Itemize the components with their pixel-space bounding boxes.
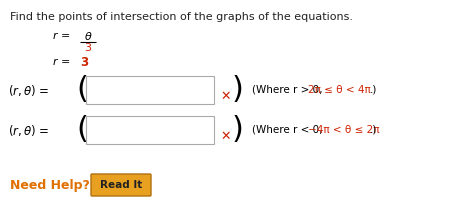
Text: $r$ =: $r$ = [52,56,70,67]
Text: ): ) [232,76,244,104]
FancyBboxPatch shape [86,76,214,104]
Text: (: ( [76,76,88,104]
Text: (Where r < 0,: (Where r < 0, [252,125,326,135]
Text: 3: 3 [80,56,88,69]
Text: (: ( [76,115,88,145]
Text: ): ) [232,115,244,145]
Text: $(r, \theta)$ =: $(r, \theta)$ = [8,123,50,137]
Text: Read It: Read It [100,180,142,190]
Text: Need Help?: Need Help? [10,180,90,192]
Text: $\theta$: $\theta$ [84,30,92,42]
Text: $r$ =: $r$ = [52,30,70,41]
Text: 2π ≤ θ < 4π: 2π ≤ θ < 4π [308,85,371,95]
Text: ✕: ✕ [220,130,230,142]
Text: Find the points of intersection of the graphs of the equations.: Find the points of intersection of the g… [10,12,353,22]
Text: $(r, \theta)$ =: $(r, \theta)$ = [8,83,50,98]
Text: (Where r > 0,: (Where r > 0, [252,85,326,95]
FancyBboxPatch shape [86,116,214,144]
FancyBboxPatch shape [91,174,151,196]
Text: .): .) [370,85,377,95]
Text: ✕: ✕ [220,89,230,103]
Text: .): .) [370,125,377,135]
Text: 3: 3 [84,43,91,53]
Text: −4π < θ ≤ 2π: −4π < θ ≤ 2π [308,125,380,135]
